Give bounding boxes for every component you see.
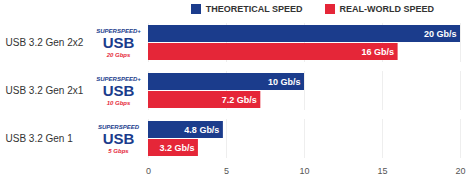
svg-text:10: 10 (299, 166, 309, 176)
svg-text:10 Gbps: 10 Gbps (107, 100, 131, 106)
svg-text:20 Gb/s: 20 Gb/s (424, 29, 457, 39)
svg-text:USB 3.2 Gen 2x1: USB 3.2 Gen 2x1 (6, 85, 84, 96)
svg-text:16 Gb/s: 16 Gb/s (362, 47, 395, 57)
svg-text:5 Gbps: 5 Gbps (108, 148, 129, 154)
svg-text:4.8 Gb/s: 4.8 Gb/s (184, 125, 219, 135)
svg-text:USB 3.2 Gen 1: USB 3.2 Gen 1 (6, 133, 74, 144)
svg-text:10 Gb/s: 10 Gb/s (268, 77, 301, 87)
svg-text:SUPERSPEED: SUPERSPEED (98, 123, 139, 130)
svg-text:20 Gbps: 20 Gbps (106, 52, 131, 58)
svg-text:USB: USB (103, 130, 135, 147)
svg-text:USB 3.2 Gen 2x2: USB 3.2 Gen 2x2 (6, 37, 84, 48)
svg-text:SUPERSPEED+: SUPERSPEED+ (96, 75, 141, 82)
svg-text:3.2 Gb/s: 3.2 Gb/s (159, 143, 194, 153)
svg-text:15: 15 (377, 166, 387, 176)
svg-text:USB: USB (103, 34, 135, 51)
html-text:REAL-WORLD SPEED: REAL-WORLD SPEED (339, 4, 434, 14)
html-text:THEORETICAL SPEED: THEORETICAL SPEED (205, 4, 303, 14)
svg-text:USB: USB (103, 82, 135, 99)
svg-text:7.2 Gb/s: 7.2 Gb/s (222, 95, 257, 105)
svg-text:0: 0 (146, 166, 151, 176)
svg-text:SUPERSPEED+: SUPERSPEED+ (96, 27, 141, 34)
svg-text:20: 20 (455, 166, 465, 176)
svg-text:5: 5 (224, 166, 229, 176)
